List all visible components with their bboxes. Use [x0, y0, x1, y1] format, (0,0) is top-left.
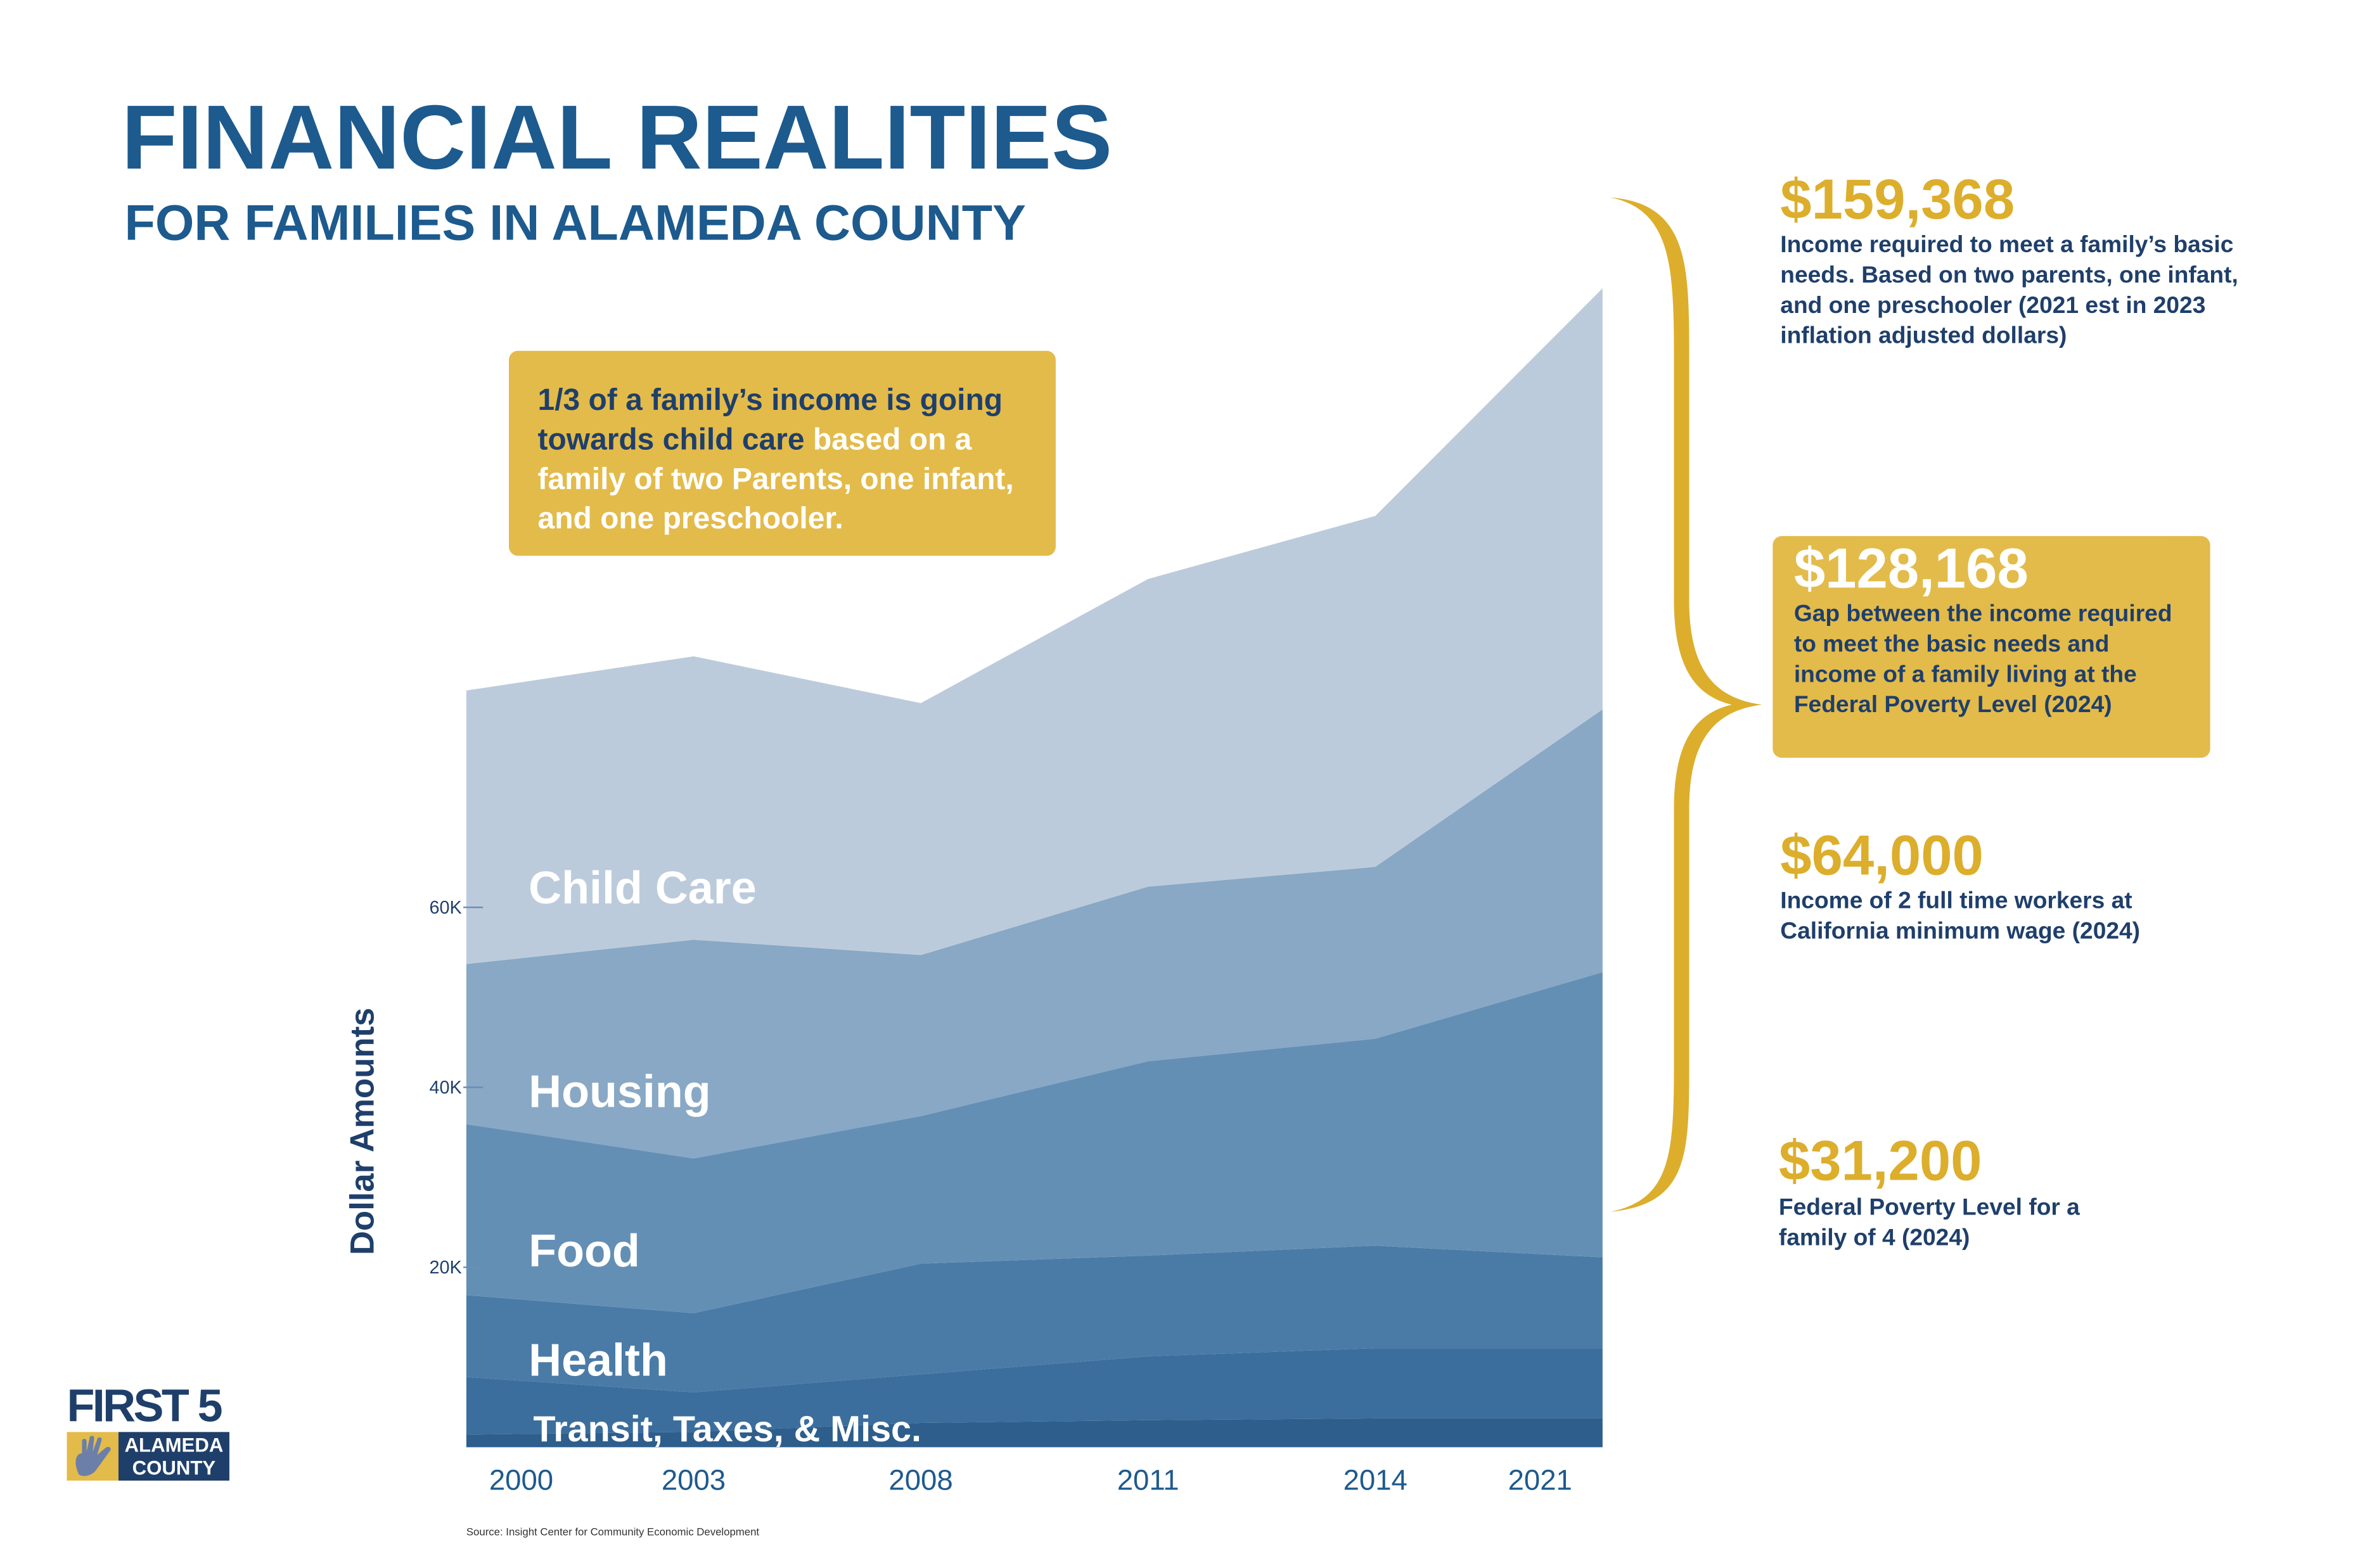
highlight-amount: $31,200 [1778, 1130, 1982, 1192]
area-label: Child Care [529, 863, 757, 914]
quote-rest: based on a family of two Parents, one in… [537, 423, 1014, 537]
quote-box: 1/3 of a family’s income is going toward… [508, 350, 1056, 556]
highlight-amount: $128,168 [1793, 537, 2029, 600]
title: FINANCIAL REALITIES [121, 86, 1113, 189]
x-tick-label: 2021 [1508, 1463, 1572, 1496]
area-label: Health [529, 1335, 668, 1386]
brace [1610, 197, 1762, 1212]
logo-county: ALAMEDA COUNTY [118, 1432, 229, 1481]
x-tick-label: 2000 [489, 1463, 553, 1496]
highlight-amount: $159,368 [1780, 169, 2015, 231]
area [466, 1246, 1603, 1393]
area [466, 1418, 1603, 1448]
area [466, 709, 1603, 1159]
logo: FIRST 5 ALAMEDA COUNTY [67, 1382, 234, 1481]
area-label: Food [529, 1226, 640, 1277]
area-label: Housing [529, 1066, 711, 1117]
highlight-text: Income of 2 full time workers at Califor… [1780, 888, 2141, 945]
x-tick-label: 2008 [888, 1463, 952, 1496]
highlight-text: Federal Poverty Level for a family of 4 … [1778, 1195, 2080, 1252]
highlight-text: Income required to meet a family’s basic… [1780, 232, 2238, 350]
area-label: Transit, Taxes, & Misc. [533, 1409, 921, 1450]
y-tick-label: 20K [430, 1258, 462, 1278]
y-tick-label: 60K [430, 898, 462, 918]
subtitle: FOR FAMILIES IN ALAMEDA COUNTY [124, 194, 1026, 251]
logo-band: ALAMEDA COUNTY [67, 1432, 229, 1481]
logo-hand [75, 1436, 111, 1476]
logo-county-line: COUNTY [132, 1456, 216, 1479]
area [466, 972, 1603, 1313]
highlight-box: $128,168 Gap between the income required… [1773, 536, 2210, 758]
quote-text: 1/3 of a family’s income is going toward… [538, 381, 1055, 539]
logo-name: FIRST 5 [67, 1382, 222, 1432]
area [466, 288, 1603, 964]
area [466, 1348, 1603, 1435]
x-tick-label: 2003 [662, 1463, 726, 1496]
y-axis-label: Dollar Amounts [344, 1007, 381, 1255]
logo-county-line: ALAMEDA [124, 1433, 224, 1456]
x-tick-label: 2014 [1343, 1463, 1407, 1496]
quote-emphasis: 1/3 of a family’s income is going toward… [537, 384, 1003, 457]
y-tick-label: 40K [430, 1078, 462, 1098]
source: Source: Insight Center for Community Eco… [466, 1526, 760, 1538]
highlight-amount: $64,000 [1780, 824, 1984, 887]
highlight-text: Gap between the income required to meet … [1793, 601, 2172, 718]
x-tick-label: 2011 [1117, 1463, 1179, 1496]
